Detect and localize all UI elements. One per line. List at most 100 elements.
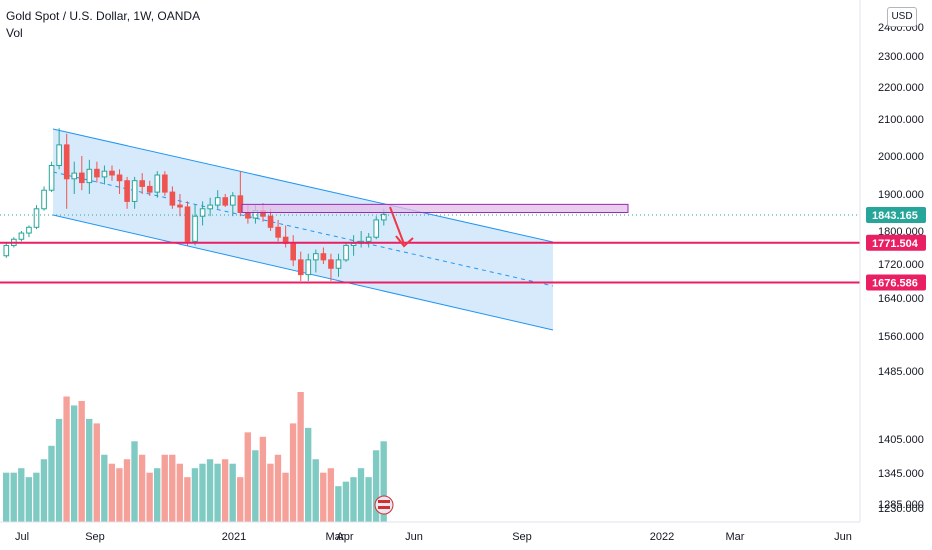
volume-bar: [229, 463, 236, 522]
volume-bar: [305, 427, 312, 522]
price-tag-label: 1771.504: [872, 238, 919, 250]
x-tick-label: Mar: [726, 531, 745, 543]
currency-selector[interactable]: USD: [887, 7, 917, 27]
candle-body: [305, 259, 312, 276]
x-tick-label: Mar: [326, 531, 345, 543]
y-tick-label: 1485.000: [878, 366, 924, 378]
candle-body: [48, 165, 55, 191]
candle-body: [343, 244, 349, 261]
x-tick-label: Sep: [85, 531, 105, 543]
y-tick-label: 1345.000: [878, 468, 924, 480]
candle-body: [3, 244, 10, 257]
y-tick-label: 2100.000: [878, 114, 924, 126]
candle-body: [79, 172, 85, 184]
y-tick-label: 1720.000: [878, 259, 924, 271]
x-tick-label: Sep: [512, 531, 532, 543]
volume-bars: [3, 392, 387, 522]
price-tag-bg: [866, 234, 926, 251]
candle-body: [365, 236, 372, 242]
candle-body: [154, 174, 161, 193]
hline-price-tag: 1771.504: [866, 234, 926, 251]
volume-bar: [267, 463, 274, 522]
volume-bar: [101, 454, 108, 522]
volume-bar: [259, 436, 267, 522]
volume-bar: [55, 418, 63, 522]
down-arrow-head: [395, 235, 414, 248]
volume-bar: [244, 432, 251, 522]
chart-legend: Gold Spot / U.S. Dollar, 1W, OANDA Vol: [6, 8, 200, 42]
volume-bar: [252, 450, 259, 522]
volume-bar: [282, 472, 289, 522]
candle-body: [320, 253, 327, 261]
price-tags: 1843.165 1771.504 1676.586: [866, 207, 926, 291]
volume-bar: [161, 454, 168, 522]
candle-body: [169, 191, 176, 206]
price-tag-bg: [866, 274, 926, 291]
news-flag-stripe: [378, 500, 390, 503]
volume-bar: [18, 468, 25, 522]
volume-bar: [289, 423, 297, 522]
candle-body: [33, 208, 40, 228]
y-axis: 2400.0002300.0002200.0002100.0002000.000…: [859, 0, 924, 522]
volume-bar: [365, 477, 372, 522]
x-tick-label: 2022: [650, 531, 674, 543]
volume-bar: [372, 450, 380, 522]
channel: [52, 128, 554, 331]
candle-body: [63, 144, 70, 180]
volume-bar: [342, 481, 350, 522]
volume-bar: [63, 396, 70, 522]
volume-bar: [86, 418, 93, 522]
volume-bar: [274, 454, 282, 522]
candle-body: [184, 206, 191, 242]
resistance-zone: [241, 203, 629, 214]
volume-bar: [191, 468, 199, 522]
last-price-tag: 1843.165: [866, 207, 926, 224]
news-flag-icon: [374, 495, 394, 515]
symbol-title: Gold Spot / U.S. Dollar, 1W, OANDA: [6, 9, 201, 23]
x-tick-label: Apr: [336, 531, 353, 543]
volume-bar: [320, 472, 327, 522]
candle-body: [373, 219, 380, 238]
volume-indicator-label[interactable]: Vol: [6, 26, 23, 40]
candle-body: [207, 204, 213, 210]
candle-body: [116, 174, 123, 182]
candle-body: [214, 197, 221, 206]
volume-bar: [237, 477, 244, 522]
x-tick-label: 2021: [222, 531, 246, 543]
news-flag-stripe: [378, 506, 390, 509]
candle-body: [328, 259, 334, 269]
volume-bar: [48, 445, 55, 522]
annotations: [0, 203, 860, 515]
y-tick-label: 1230.000: [878, 503, 924, 515]
channel-mid-line: [52, 171, 554, 287]
candle-body: [275, 226, 281, 238]
candle-body: [26, 226, 32, 234]
volume-bar: [108, 463, 116, 522]
volume-bar: [206, 459, 214, 522]
y-tick-label: 1640.000: [878, 293, 924, 305]
y-tick-label: 1405.000: [878, 434, 924, 446]
down-arrow: [389, 206, 405, 245]
volume-bar: [176, 463, 183, 522]
y-tick-label: 2000.000: [878, 151, 924, 163]
volume-bar: [78, 400, 85, 522]
candle-body: [192, 215, 198, 242]
volume-bar: [169, 454, 176, 522]
x-tick-label: Jun: [405, 531, 423, 543]
volume-bar: [184, 477, 191, 522]
candle-body: [139, 180, 145, 187]
volume-bar: [380, 441, 387, 522]
y-tick-label: 2300.000: [878, 51, 924, 63]
volume-bar: [297, 392, 304, 522]
volume-bar: [350, 477, 357, 522]
candle-body: [335, 259, 342, 269]
price-tag-label: 1676.586: [872, 277, 918, 289]
candle-body: [381, 213, 387, 221]
volume-bar: [131, 441, 138, 522]
candle-body: [124, 180, 130, 202]
volume-bar: [154, 468, 161, 522]
candle-body: [109, 170, 115, 176]
volume-bar: [146, 472, 153, 522]
